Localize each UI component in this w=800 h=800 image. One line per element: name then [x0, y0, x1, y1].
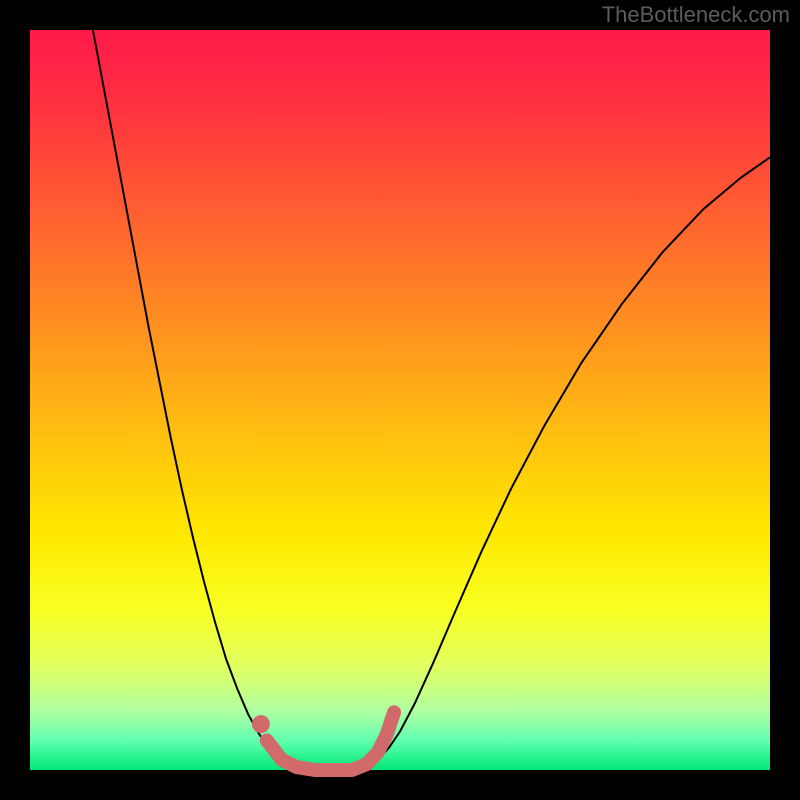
chart-container: TheBottleneck.com	[0, 0, 800, 800]
plot-background	[30, 30, 770, 770]
watermark-text: TheBottleneck.com	[602, 2, 790, 28]
optimal-range-start-dot	[252, 715, 270, 733]
bottleneck-chart	[0, 0, 800, 800]
